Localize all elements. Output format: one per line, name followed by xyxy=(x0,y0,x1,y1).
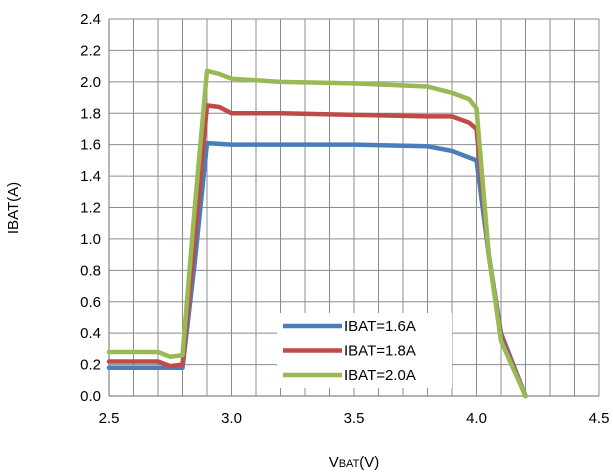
legend-label-1: IBAT=1.6A xyxy=(344,318,416,335)
legend-label-3: IBAT=2.0A xyxy=(344,367,416,384)
x-tick-label: 2.5 xyxy=(99,410,120,427)
series-lines xyxy=(106,68,528,399)
x-axis-title: VBAT(V) xyxy=(329,454,380,471)
x-tick-label: 4.0 xyxy=(466,410,487,427)
y-tick-label: 2.2 xyxy=(80,42,101,59)
y-tick-label: 0.4 xyxy=(80,325,101,342)
x-axis-title-sub: BAT xyxy=(339,458,360,470)
y-tick-label: 0.2 xyxy=(80,357,101,374)
x-axis-title-unit: (V) xyxy=(359,454,379,471)
x-tick-label: 4.5 xyxy=(589,410,610,427)
y-tick-label: 1.2 xyxy=(80,200,101,217)
y-tick-label: 1.0 xyxy=(80,231,101,248)
y-tick-labels: 0.0 0.2 0.4 0.6 0.8 1.0 1.2 1.4 1.6 1.8 2.0 2.2 2.4 xyxy=(80,11,101,405)
y-tick-label: 1.4 xyxy=(80,168,101,185)
y-tick-label: 0.0 xyxy=(80,388,101,405)
y-tick-label: 1.8 xyxy=(80,105,101,122)
legend: IBAT=1.6A IBAT=1.8A IBAT=2.0A xyxy=(277,313,452,388)
legend-label-2: IBAT=1.8A xyxy=(344,343,416,360)
y-tick-label: 0.6 xyxy=(80,294,101,311)
series-line-3 xyxy=(106,68,528,399)
y-axis-title: IBAT(A) xyxy=(5,182,22,234)
x-axis-title-main: V xyxy=(329,454,339,471)
y-tick-label: 1.6 xyxy=(80,137,101,154)
x-tick-labels: 2.5 3.0 3.5 4.0 4.5 xyxy=(99,410,610,427)
y-tick-label: 2.0 xyxy=(80,74,101,91)
y-tick-label: 0.8 xyxy=(80,262,101,279)
x-tick-label: 3.0 xyxy=(221,410,242,427)
y-tick-label: 2.4 xyxy=(80,11,101,28)
x-tick-label: 3.5 xyxy=(344,410,365,427)
